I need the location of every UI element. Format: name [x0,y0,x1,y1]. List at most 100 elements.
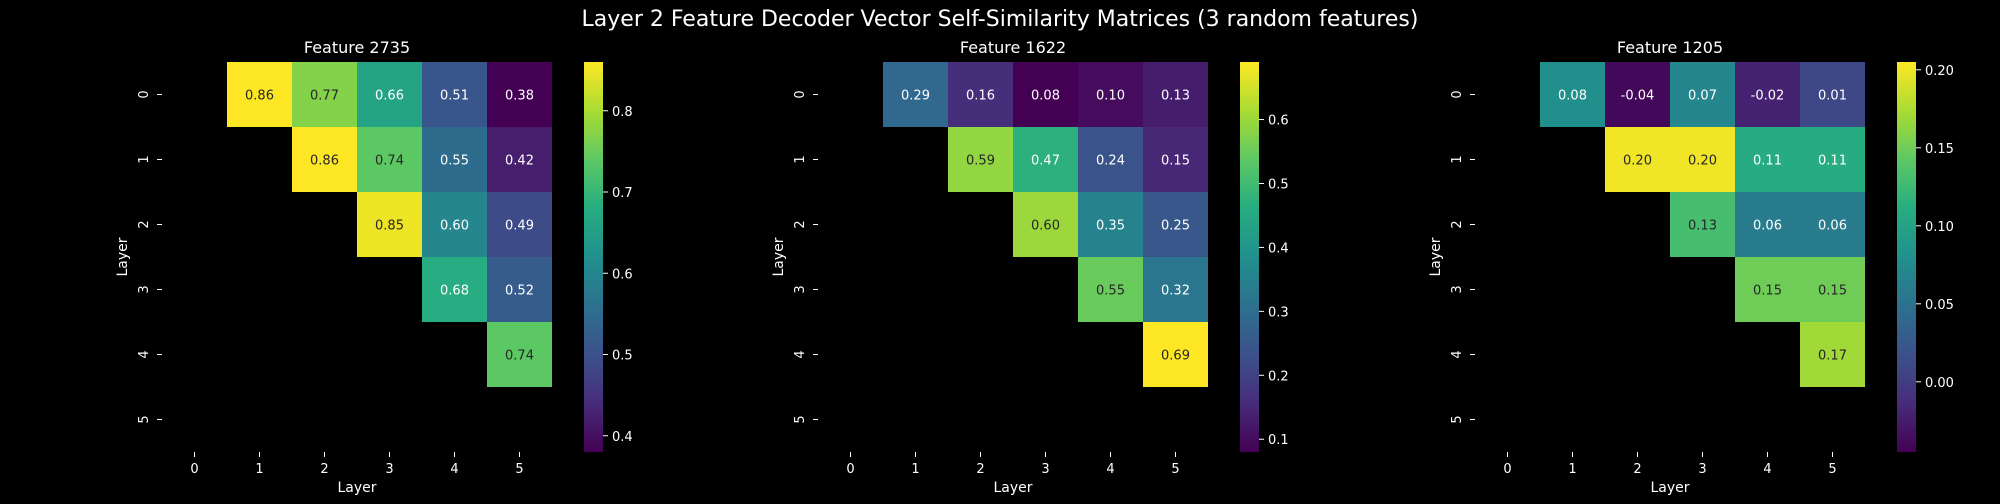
x-tick-label: 1 [255,462,263,477]
heatmap-cell [1670,192,1735,257]
cell-value-label: 0.06 [1818,219,1847,234]
colorbar [1240,62,1259,452]
y-tick-label: 4 [1450,350,1465,358]
heatmap-cell [1143,257,1208,322]
heatmap-cell [292,127,357,192]
x-tick-label: 2 [976,462,984,477]
heatmap-cell [1735,257,1800,322]
colorbar-tick-label: 0.2 [1268,369,1289,384]
heatmap-cell [1143,322,1208,387]
cell-value-label: 0.24 [1096,154,1125,169]
x-tick-label: 4 [450,462,458,477]
colorbar-tick-label: 0.4 [1268,241,1289,256]
cell-value-label: 0.69 [1161,349,1190,364]
x-tick-label: 5 [1828,462,1836,477]
cell-value-label: 0.74 [375,154,404,169]
heatmap-cell [1605,62,1670,127]
colorbar-tick-label: 0.1 [1268,433,1289,448]
y-tick-label: 1 [1450,155,1465,163]
cell-value-label: 0.08 [1031,89,1060,104]
x-tick-label: 0 [1503,462,1511,477]
panel-title: Feature 1622 [960,38,1066,57]
x-tick-label: 3 [1041,462,1049,477]
heatmap-cell [1540,62,1605,127]
x-tick-label: 1 [1568,462,1576,477]
colorbar-tick-label: 0.8 [612,105,633,120]
y-tick-label: 5 [793,415,808,423]
cell-value-label: 0.11 [1753,154,1782,169]
heatmap-cell [1735,62,1800,127]
heatmap-cell [422,257,487,322]
y-tick-label: 0 [137,90,152,98]
cell-value-label: 0.13 [1688,219,1717,234]
cell-value-label: 0.11 [1818,154,1847,169]
cell-value-label: 0.07 [1688,89,1717,104]
colorbar-tick-label: 0.3 [1268,305,1289,320]
heatmap-cell [883,62,948,127]
heatmap-cell [227,62,292,127]
heatmap-cell [1735,127,1800,192]
cell-value-label: 0.01 [1818,89,1847,104]
cell-value-label: 0.52 [505,284,534,299]
colorbar-tick-label: 0.6 [612,267,633,282]
y-tick-label: 3 [793,285,808,293]
y-tick-label: 2 [793,220,808,228]
cell-value-label: 0.15 [1161,154,1190,169]
heatmap-cell [292,62,357,127]
heatmap-cell [357,192,422,257]
heatmap-cell [1078,192,1143,257]
x-axis-label: Layer [1650,480,1689,496]
x-tick-label: 2 [320,462,328,477]
colorbar-tick-label: 0.20 [1925,64,1954,79]
colorbar [584,62,603,452]
cell-value-label: 0.85 [375,219,404,234]
panel-title: Feature 2735 [304,38,410,57]
colorbar [1897,62,1916,452]
heatmap-cell [487,257,552,322]
y-tick-label: 2 [137,220,152,228]
heatmap-cell [487,192,552,257]
x-tick-label: 0 [190,462,198,477]
y-axis-label: Layer [115,237,131,276]
colorbar-tick-label: 0.5 [1268,177,1289,192]
y-tick-label: 4 [137,350,152,358]
heatmap-cell [422,127,487,192]
cell-value-label: 0.77 [310,89,339,104]
heatmap-cell [1078,127,1143,192]
y-tick-label: 5 [1450,415,1465,423]
colorbar-tick-label: 0.6 [1268,114,1289,129]
cell-value-label: 0.55 [1096,284,1125,299]
cell-value-label: 0.59 [966,154,995,169]
colorbar-tick-label: 0.10 [1925,220,1954,235]
cell-value-label: 0.38 [505,89,534,104]
x-tick-label: 3 [385,462,393,477]
heatmap-cell [1013,192,1078,257]
y-tick-label: 4 [793,350,808,358]
heatmap-cell [1078,257,1143,322]
cell-value-label: 0.08 [1558,89,1587,104]
cell-value-label: 0.66 [375,89,404,104]
cell-value-label: -0.02 [1751,89,1785,104]
heatmap-cell [1670,127,1735,192]
heatmap-cell [1800,62,1865,127]
heatmap-cell [422,62,487,127]
y-tick-label: 3 [1450,285,1465,293]
heatmap-panel: Feature 1205 0.08 -0.04 0.07 -0.02 0.01 0.20 0.… [1428,38,1954,496]
x-axis-label: Layer [337,480,376,496]
heatmap-cell [1800,257,1865,322]
heatmap-cell [422,192,487,257]
x-tick-label: 5 [1171,462,1179,477]
cell-value-label: 0.15 [1818,284,1847,299]
heatmap-cell [487,322,552,387]
heatmap-cell [1800,322,1865,387]
x-tick-label: 5 [515,462,523,477]
x-tick-label: 2 [1633,462,1641,477]
heatmap-cell [1605,127,1670,192]
y-tick-label: 2 [1450,220,1465,228]
cell-value-label: 0.17 [1818,349,1847,364]
heatmap-cell [357,62,422,127]
x-tick-label: 4 [1106,462,1114,477]
